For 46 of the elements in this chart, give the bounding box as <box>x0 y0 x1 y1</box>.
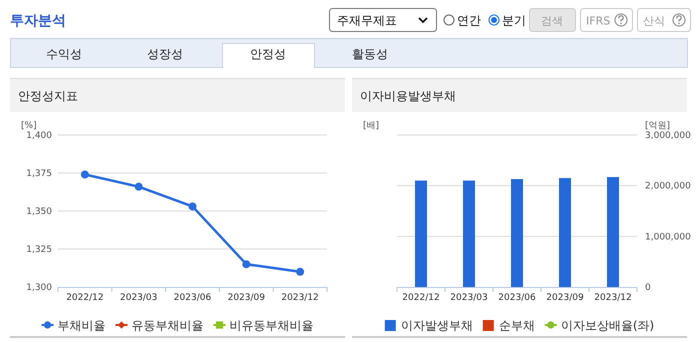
text: 투자분석 <box>10 13 66 29</box>
y2-tick-label: 1,000,000 <box>645 232 692 242</box>
legend-label: 이자보상배율(좌) <box>560 318 654 332</box>
y-tick-label: 1,350 <box>26 207 52 217</box>
y-axis-title: [배] <box>363 121 380 131</box>
x-tick-label: 2023/06 <box>174 293 212 303</box>
legend-label: 부채비율 <box>58 318 106 332</box>
point <box>80 170 89 179</box>
point <box>296 268 304 276</box>
x-tick-label: 2023/12 <box>594 293 632 303</box>
point <box>242 260 250 268</box>
chart-title: 이자비용발생부채 <box>360 89 456 103</box>
x-tick-label: 2023/09 <box>228 293 266 303</box>
y2-axis-title: [억원] <box>645 121 670 131</box>
y-tick-label: 1,325 <box>26 245 52 255</box>
y2-tick-label: 3,000,000 <box>645 131 692 141</box>
text: 검색 <box>541 14 563 28</box>
y2-tick-label: 2,000,000 <box>645 182 692 192</box>
legend-label: 비유동부채비율 <box>230 318 314 332</box>
y-tick-label: 1,375 <box>26 169 52 179</box>
text: 산식 <box>643 14 665 28</box>
legend-label: 유동부채비율 <box>132 318 204 332</box>
text: 연간 <box>457 14 481 28</box>
legend-label: 이자발생부채 <box>400 318 473 332</box>
y-axis-title: [%] <box>21 121 37 131</box>
x-tick-label: 2023/03 <box>120 293 158 303</box>
x-tick-label: 2022/12 <box>66 293 104 303</box>
chart-title: 안정성지표 <box>18 89 78 103</box>
y2-tick-label: 0 <box>645 283 651 293</box>
text: 안정성 <box>250 47 286 61</box>
text: 활동성 <box>352 47 388 61</box>
point <box>134 182 143 191</box>
x-tick-label: 2023/03 <box>450 293 488 303</box>
x-tick-label: 2023/12 <box>281 293 319 303</box>
text: 주재무제표 <box>337 14 397 28</box>
x-tick-label: 2022/12 <box>402 293 440 303</box>
text: 성장성 <box>147 47 183 61</box>
text: 수익성 <box>46 47 82 61</box>
x-tick-label: 2023/09 <box>546 293 584 303</box>
point <box>188 202 196 210</box>
y-tick-label: 1,300 <box>26 283 52 293</box>
text: IFRS <box>586 14 610 28</box>
x-tick-label: 2023/06 <box>498 293 536 303</box>
legend-label: 순부채 <box>498 318 535 332</box>
y-tick-label: 1,400 <box>26 131 52 141</box>
text: 분기 <box>502 14 526 28</box>
